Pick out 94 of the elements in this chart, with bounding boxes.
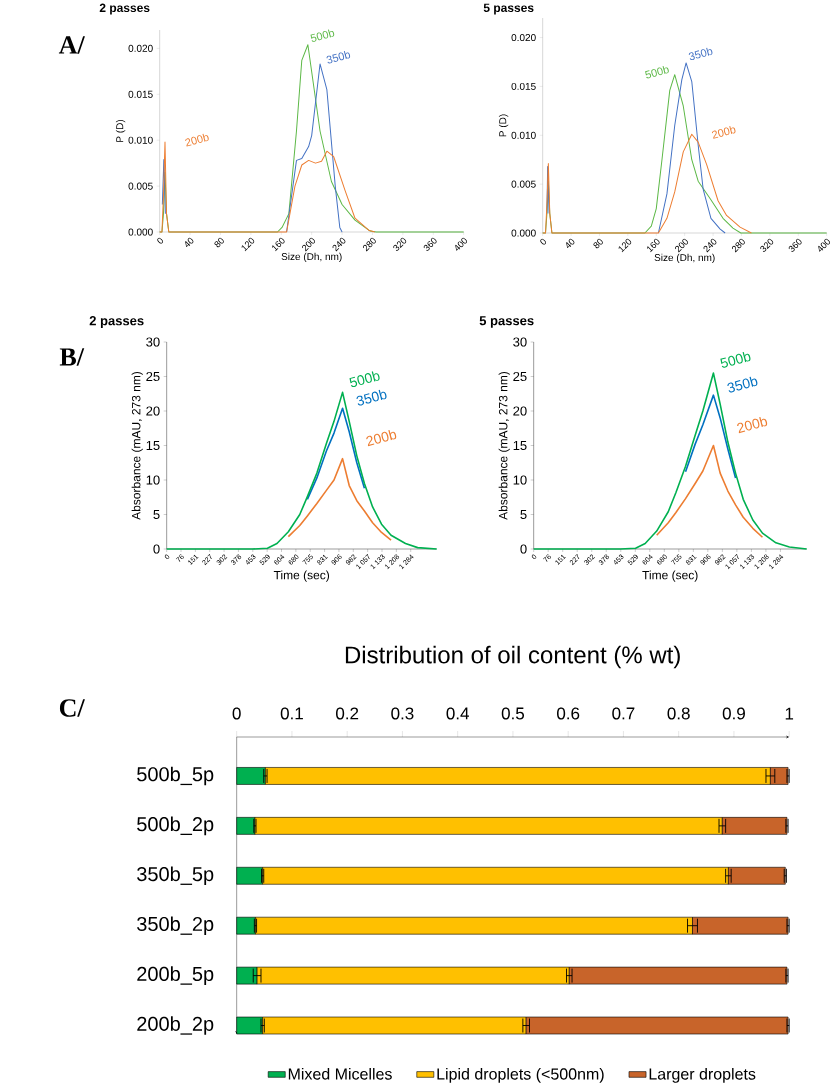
legend-label: Lipid droplets (<500nm) xyxy=(437,1067,604,1083)
text: 500b xyxy=(645,66,669,79)
y-tick-label: 30 xyxy=(513,337,527,347)
y-tick-label: 15 xyxy=(146,440,160,451)
x-tick-label: 400 xyxy=(818,238,831,252)
text: C/ xyxy=(60,699,86,717)
x-tick-label: 0.6 xyxy=(557,707,580,720)
text: B/ xyxy=(59,348,85,366)
x-tick-label: 240 xyxy=(703,238,717,253)
x-tick-label: 0.2 xyxy=(336,707,359,720)
chart-title: 2 passes xyxy=(89,316,144,328)
text: A/ xyxy=(59,36,86,54)
line-series xyxy=(287,457,392,541)
x-tick-label: 320 xyxy=(393,237,407,251)
x-tick-label: 1 xyxy=(785,707,794,720)
y-tick-label: 15 xyxy=(513,440,527,451)
text: 350b xyxy=(689,47,713,61)
y-tick-label: 0.015 xyxy=(128,90,153,98)
x-tick-label: 0.1 xyxy=(280,707,304,720)
x-tick-label: 120 xyxy=(618,238,632,253)
x-tick-label: 0.5 xyxy=(501,707,525,720)
y-tick-label: 20 xyxy=(513,406,527,416)
x-tick-label: 0.4 xyxy=(446,707,470,720)
x-tick-label: 320 xyxy=(760,238,774,252)
x-tick-label: 0 xyxy=(232,707,241,720)
y-tick-label: 0.010 xyxy=(128,136,153,144)
x-tick-label: 200 xyxy=(302,237,316,252)
x-tick-label: 120 xyxy=(241,237,255,252)
y-tick-label: 200b_2p xyxy=(137,1016,214,1035)
x-axis-title: Time (sec) xyxy=(273,570,330,582)
x-tick-label: 0.7 xyxy=(612,707,635,720)
x-tick-label: 80 xyxy=(593,238,603,249)
text: 350b xyxy=(326,51,351,64)
x-tick-label: 280 xyxy=(363,237,376,252)
y-tick-label: 25 xyxy=(513,371,527,382)
y-tick-label: 20 xyxy=(146,406,160,416)
text: 500b xyxy=(720,352,751,368)
y-tick-label: 0.010 xyxy=(511,131,536,139)
y-tick-label: 0.015 xyxy=(511,82,536,90)
x-tick-label: 400 xyxy=(455,237,468,251)
text: 500b xyxy=(310,29,335,42)
x-axis-title: Size (Dh, nm) xyxy=(281,252,342,263)
line-series xyxy=(656,444,764,539)
x-tick-label: 0.8 xyxy=(667,707,690,720)
y-tick-label: 30 xyxy=(146,337,160,347)
y-axis-title: Absorbance (mAU, 273 nm) xyxy=(131,371,143,520)
y-tick-label: 5 xyxy=(520,509,527,520)
y-tick-label: 0.000 xyxy=(128,228,153,236)
text: 200b xyxy=(366,430,397,447)
y-axis-title: Absorbance (mAU, 273 nm) xyxy=(498,371,510,520)
legend-label: Larger droplets xyxy=(649,1067,756,1083)
chart-title: 5 passes xyxy=(483,3,534,15)
x-tick-label: 160 xyxy=(272,237,285,252)
y-axis-title: P (D) xyxy=(116,119,126,142)
chart-title: Distribution of oil content (% wt) xyxy=(346,645,681,669)
y-tick-label: 500b_5p xyxy=(137,766,214,786)
text: 200b xyxy=(185,133,209,147)
legend-label: Mixed Micelles xyxy=(289,1067,393,1080)
line-series xyxy=(684,394,737,479)
y-tick-label: 0.005 xyxy=(511,180,536,188)
x-tick-label: 360 xyxy=(423,237,437,251)
line-series xyxy=(306,407,366,501)
y-tick-label: 0.000 xyxy=(511,229,536,237)
text: 200b xyxy=(712,126,736,139)
x-tick-label: 360 xyxy=(788,238,802,252)
y-tick-label: 0.020 xyxy=(511,34,536,42)
y-tick-label: 350b_5p xyxy=(137,866,214,886)
y-tick-label: 25 xyxy=(146,371,160,382)
text: 350b xyxy=(356,389,387,406)
text: 500b xyxy=(349,371,380,388)
y-tick-label: 200b_5p xyxy=(137,966,214,985)
y-axis-title: P (D) xyxy=(499,114,509,137)
x-tick-label: 0 xyxy=(540,238,547,245)
chart-title: 5 passes xyxy=(479,316,534,328)
x-axis-title: Time (sec) xyxy=(642,570,698,582)
x-tick-label: 280 xyxy=(732,238,745,253)
x-tick-label: 200 xyxy=(675,238,689,253)
y-tick-label: 500b_2p xyxy=(137,816,214,836)
text: 200b xyxy=(737,416,768,434)
y-tick-label: 0.020 xyxy=(128,44,153,52)
x-tick-label: 0.9 xyxy=(722,707,746,720)
x-tick-label: 160 xyxy=(647,238,660,253)
x-tick-label: 40 xyxy=(566,238,575,249)
chart-title: 2 passes xyxy=(99,3,150,15)
x-axis-title: Size (Dh, nm) xyxy=(654,253,715,264)
text: 350b xyxy=(727,376,758,393)
y-tick-label: 0.005 xyxy=(128,182,153,190)
x-tick-label: 80 xyxy=(214,237,224,248)
y-tick-label: 350b_2p xyxy=(137,916,214,936)
x-tick-label: 40 xyxy=(185,237,194,248)
y-tick-label: 5 xyxy=(153,509,160,520)
x-tick-label: 0.3 xyxy=(391,707,414,720)
y-tick-label: 10 xyxy=(146,475,160,485)
y-tick-label: 10 xyxy=(513,475,527,485)
